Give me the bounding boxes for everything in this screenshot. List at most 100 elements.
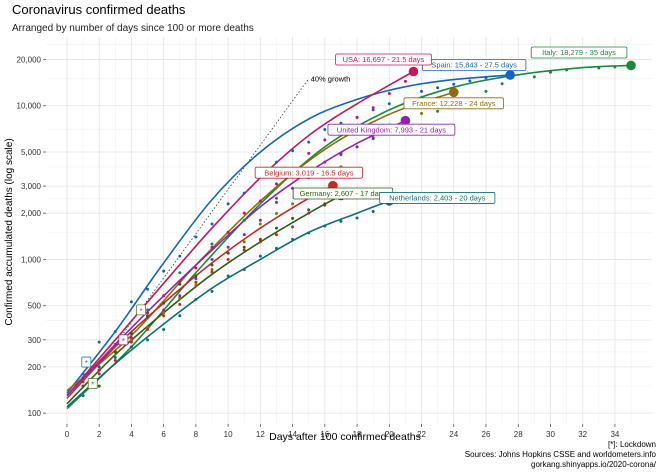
point-france (242, 240, 246, 244)
label-text-usa: USA: 16,697 - 21.5 days (343, 55, 425, 64)
point-usa (355, 115, 359, 119)
point-belgium (258, 240, 262, 244)
point-united-kingdom (113, 342, 117, 346)
point-spain (129, 300, 133, 304)
point-germany (258, 237, 262, 241)
label-text-belgium: Belgium: 3,019 - 16.5 days (264, 168, 353, 177)
point-france (420, 112, 424, 116)
point-spain (307, 140, 311, 144)
x-tick-label: 10 (224, 430, 233, 439)
point-spain (420, 89, 424, 93)
point-netherlands (339, 219, 343, 223)
footnote-url: gorkang.shinyapps.io/2020-corona/ (531, 460, 657, 469)
x-tick-label: 34 (610, 430, 619, 439)
x-tick-label: 24 (449, 430, 458, 439)
x-tick-label: 4 (129, 430, 134, 439)
point-italy (146, 308, 150, 312)
point-netherlands (258, 254, 262, 258)
x-tick-label: 2 (97, 430, 102, 439)
point-spain (178, 254, 182, 258)
point-germany (162, 301, 166, 305)
point-netherlands (178, 314, 182, 318)
point-belgium (210, 270, 214, 274)
point-belgium (194, 280, 198, 284)
label-text-france: France: 12,228 - 24 days (412, 99, 496, 108)
point-france (194, 283, 198, 287)
point-belgium (81, 380, 85, 384)
point-germany (97, 384, 101, 388)
point-spain (162, 269, 166, 273)
point-italy (532, 75, 536, 79)
series-points (81, 65, 617, 398)
x-tick-label: 20 (385, 430, 394, 439)
point-usa (274, 182, 278, 186)
label-box-italy (530, 46, 628, 59)
point-italy (565, 68, 569, 72)
label-text-spain: Spain: 15,843 - 27.5 days (431, 61, 517, 70)
point-italy (597, 66, 601, 70)
point-belgium (178, 302, 182, 306)
y-tick-label: 2,000 (21, 209, 42, 218)
point-usa (162, 294, 166, 298)
plot-background (46, 37, 652, 424)
point-spain (436, 86, 440, 90)
point-belgium (242, 248, 246, 252)
point-belgium (113, 359, 117, 363)
x-tick-label: 14 (288, 430, 297, 439)
point-spain (371, 108, 375, 112)
point-italy (548, 70, 552, 74)
series-labels: Italy: 18,279 - 35 days Spain: 15,843 - 2… (254, 46, 628, 204)
y-tick-label: 10,000 (17, 102, 42, 111)
point-germany (291, 216, 295, 220)
point-usa (146, 311, 150, 315)
lockdown-marker-box (136, 304, 146, 316)
point-spain (387, 102, 391, 106)
x-tick-label: 12 (256, 430, 265, 439)
point-usa (403, 79, 407, 83)
y-tick-label: 3,000 (21, 182, 42, 191)
point-united-kingdom (339, 151, 343, 155)
label-netherlands: Netherlands: 2,403 - 20 days (379, 192, 496, 204)
point-usa (226, 230, 230, 234)
endpoint-usa (408, 66, 419, 77)
x-tick-label: 26 (482, 430, 491, 439)
label-united-kingdom: United Kingdom: 7,993 - 21 days (327, 123, 456, 136)
point-france (274, 212, 278, 216)
point-usa (371, 106, 375, 110)
point-belgium (307, 211, 311, 215)
point-france (291, 202, 295, 206)
lockdown-marker-1: * (81, 356, 92, 368)
x-axis-title: Days after 100 confirmed deaths (269, 431, 421, 443)
point-usa (178, 279, 182, 283)
point-netherlands (307, 231, 311, 235)
point-spain (226, 202, 230, 206)
point-spain (323, 128, 327, 132)
point-belgium (129, 340, 133, 344)
chart-subtitle: Arranged by number of days since 100 or … (12, 23, 254, 34)
point-italy (436, 109, 440, 113)
point-netherlands (97, 365, 101, 369)
lockdown-marker-4: * (136, 304, 146, 316)
label-usa: USA: 16,697 - 21.5 days (335, 53, 432, 66)
point-netherlands (226, 274, 230, 278)
point-spain (194, 235, 198, 239)
label-italy: Italy: 18,279 - 35 days (530, 46, 628, 59)
footnote-sources: Sources: Johns Hopkins CSSE and worldome… (465, 450, 657, 459)
point-germany (113, 350, 117, 354)
point-netherlands (242, 268, 246, 272)
point-netherlands (274, 246, 278, 250)
point-united-kingdom (258, 218, 262, 222)
x-tick-label: 18 (353, 430, 362, 439)
y-tick-label: 300 (28, 336, 42, 345)
point-united-kingdom (178, 294, 182, 298)
point-france (178, 296, 182, 300)
x-tick-label: 0 (65, 430, 70, 439)
point-italy (274, 196, 278, 200)
label-box-belgium (254, 166, 363, 179)
footnote-lockdown: [*]: Lockdown (608, 440, 656, 449)
label-box-usa (335, 53, 432, 66)
y-tick-label: 100 (28, 409, 42, 418)
point-italy (484, 89, 488, 93)
point-usa (242, 211, 246, 215)
